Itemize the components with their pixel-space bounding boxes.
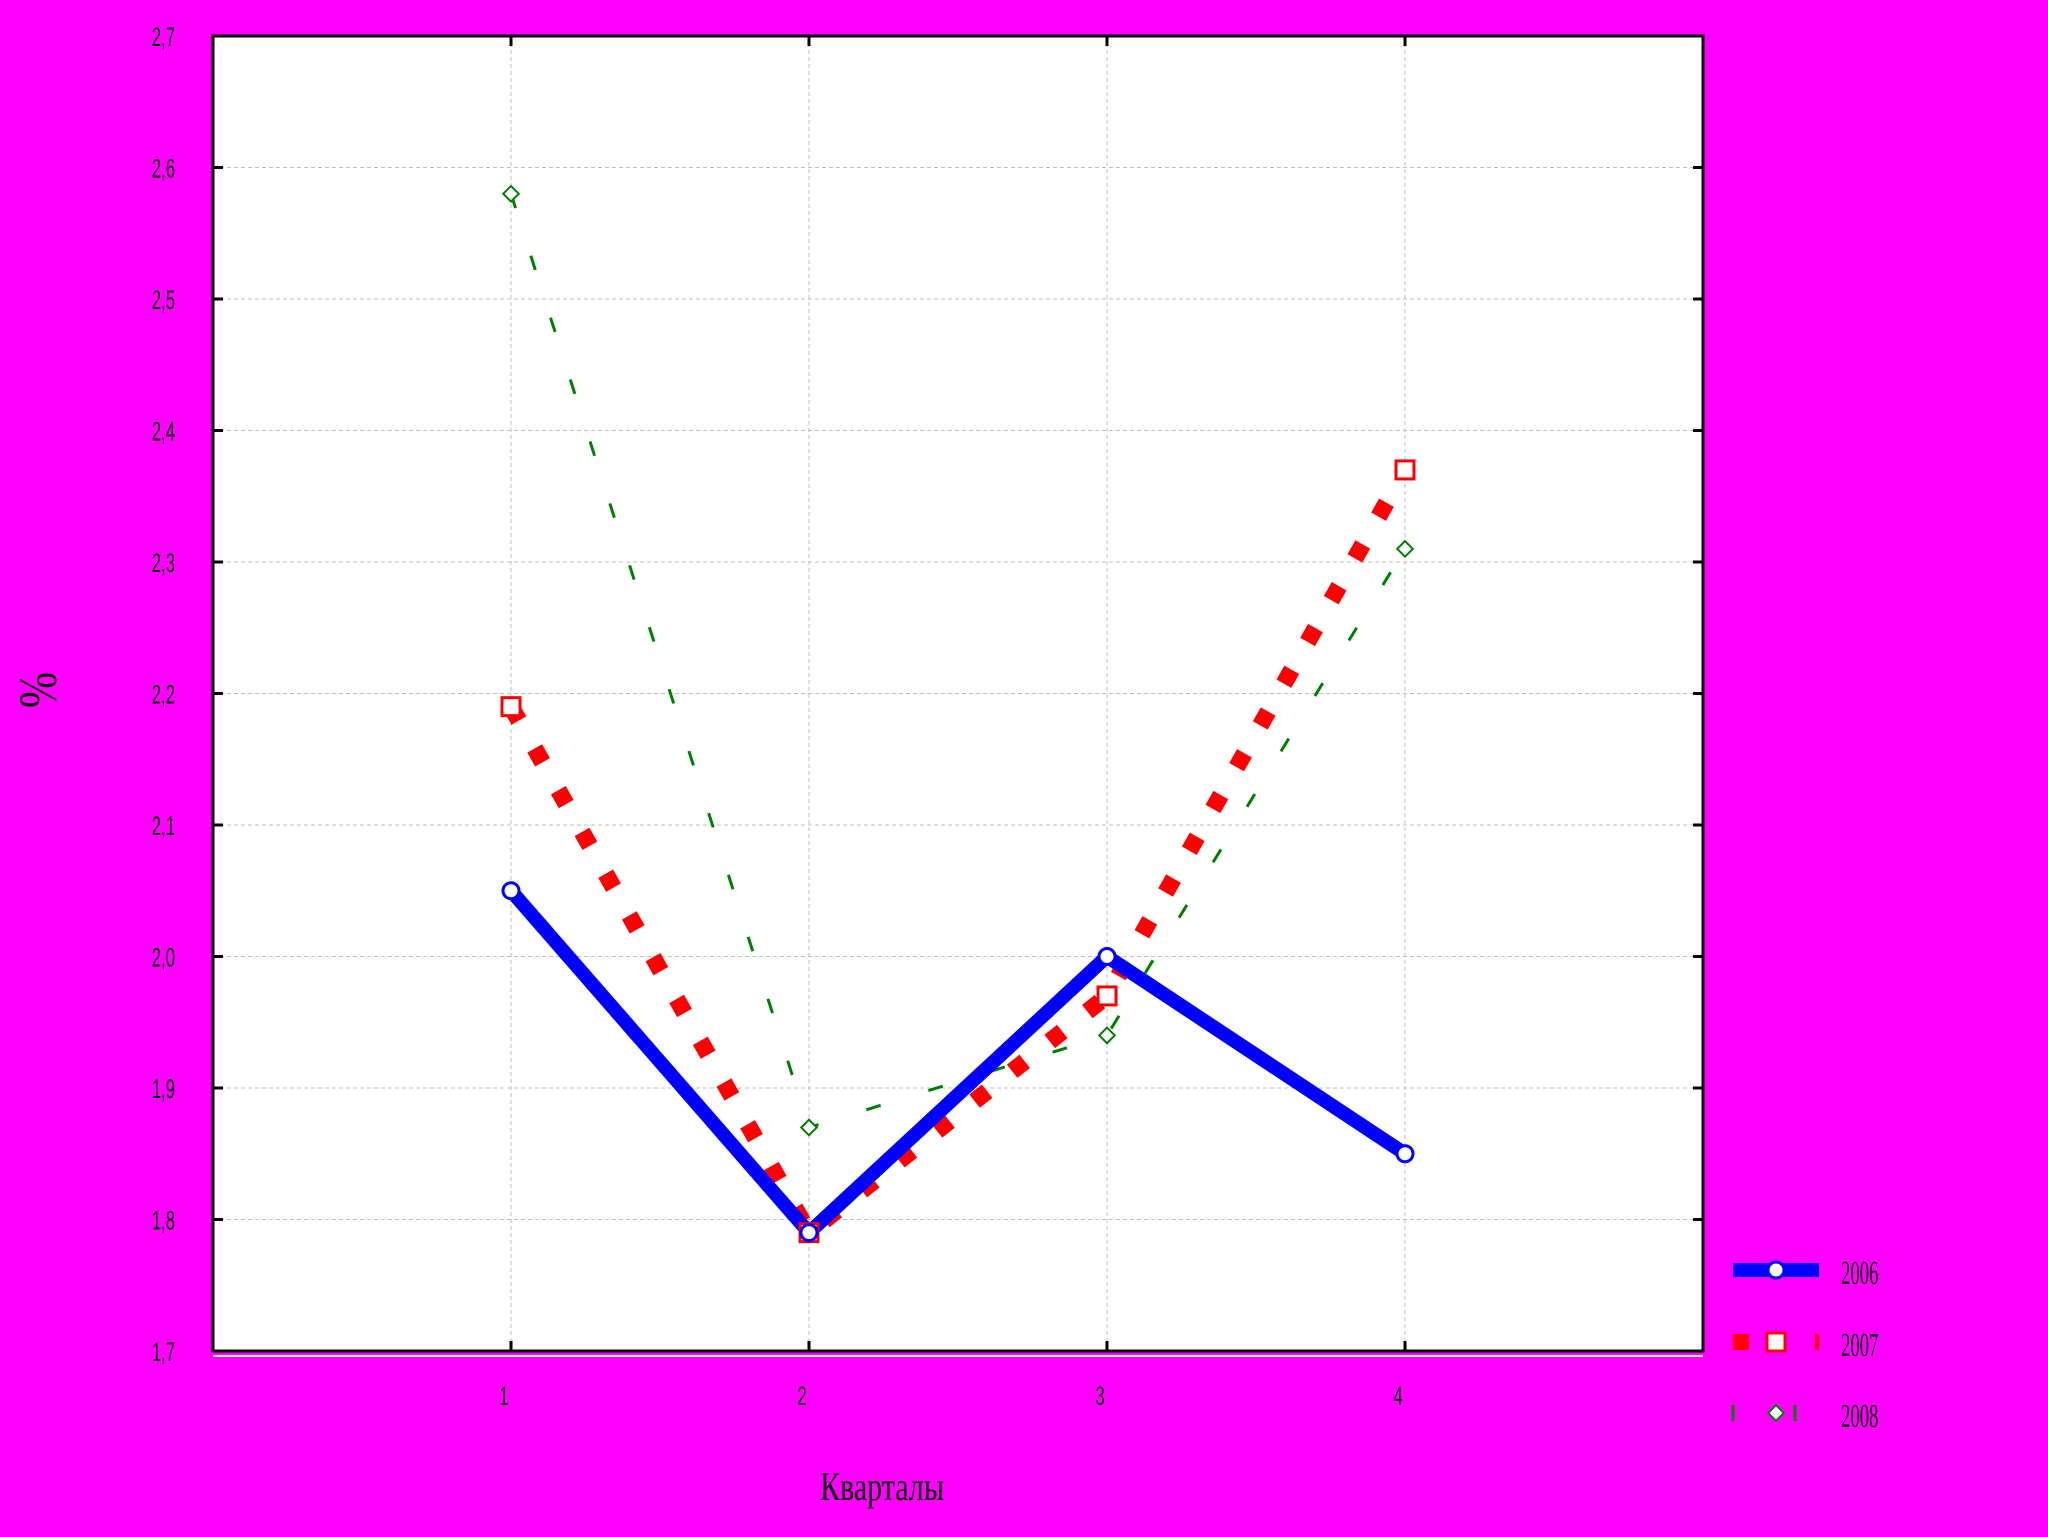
y-tick-label: 2,4 <box>152 416 175 446</box>
x-tick-label: 4 <box>1393 1381 1402 1411</box>
data-point-2008 <box>1766 1403 1786 1423</box>
x-tick-label: 3 <box>1095 1381 1104 1411</box>
series-line-2007 <box>503 465 1413 1242</box>
y-tick-label: 2,5 <box>152 285 175 315</box>
x-tick-label: 2 <box>797 1381 806 1411</box>
legend-label-2006: 2006 <box>1841 1254 1878 1291</box>
y-axis-title: % <box>7 672 68 708</box>
data-point-2007 <box>1765 1331 1787 1353</box>
y-tick-label: 2,6 <box>152 153 175 183</box>
data-point-2007 <box>500 696 522 718</box>
data-point-2007 <box>1394 459 1416 481</box>
y-tick-labels: 1,7 1,8 1,9 2,0 2,1 2,2 2,3 2,4 2,5 2,6 2,7 <box>152 22 175 1367</box>
data-point-2008 <box>799 1118 819 1137</box>
data-point-2008 <box>501 184 521 203</box>
legend-line-2007 <box>1815 1334 1819 1350</box>
data-point-2006 <box>501 881 521 901</box>
y-tick-label: 1,8 <box>152 1205 175 1235</box>
y-tick-label: 2,1 <box>152 811 175 841</box>
data-point-2006 <box>1395 1144 1415 1164</box>
legend-label-2008: 2008 <box>1841 1397 1878 1434</box>
x-tick-labels: 1 2 3 4 <box>499 1381 1402 1411</box>
series-markers <box>500 184 1416 1244</box>
axis-ticks <box>213 34 1703 1353</box>
data-point-2008 <box>1395 539 1415 559</box>
x-tick-label: 1 <box>499 1381 508 1411</box>
y-tick-label: 2,7 <box>152 22 175 52</box>
legend-line-2007 <box>1733 1334 1749 1350</box>
data-point-2006 <box>1097 947 1117 966</box>
data-point-2008 <box>1097 1026 1117 1045</box>
series-lines <box>503 193 1413 1242</box>
x-axis-title: Кварталы <box>820 1464 944 1509</box>
data-point-2007 <box>1096 985 1118 1007</box>
y-tick-label: 1,9 <box>152 1074 175 1104</box>
y-tick-label: 2,0 <box>152 942 175 972</box>
series-line-2006 <box>504 883 1412 1240</box>
y-tick-label: 2,3 <box>152 548 175 578</box>
legend: 2006 2007 2008 <box>1731 1254 1878 1434</box>
legend-label-2007: 2007 <box>1841 1326 1878 1363</box>
y-tick-label: 1,7 <box>152 1337 175 1367</box>
y-tick-label: 2,2 <box>152 679 175 709</box>
data-point-2006 <box>1766 1260 1786 1280</box>
data-point-2006 <box>799 1223 819 1243</box>
